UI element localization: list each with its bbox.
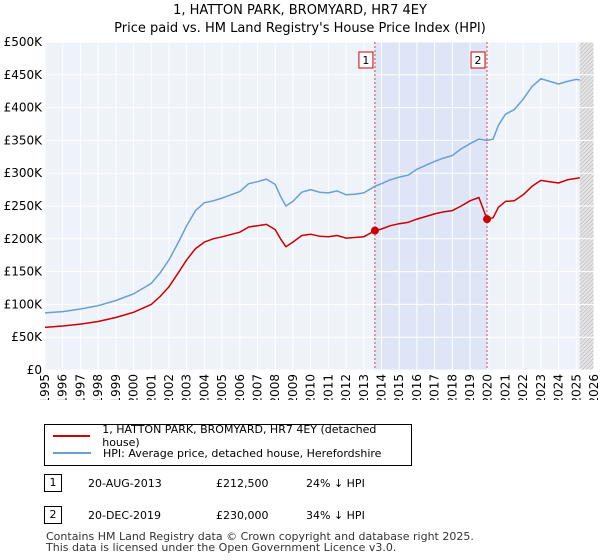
sale-point bbox=[370, 226, 379, 235]
x-tick-label: 2019 bbox=[463, 374, 477, 400]
transaction-hpi-diff: 34% ↓ HPI bbox=[306, 509, 365, 522]
projection-hatch bbox=[579, 301, 595, 317]
y-tick-label: £300K bbox=[4, 166, 44, 180]
x-tick-label: 2024 bbox=[552, 374, 566, 400]
footer-copyright: Contains HM Land Registry data © Crown c… bbox=[46, 530, 474, 543]
x-tick-label: 2017 bbox=[428, 374, 442, 400]
x-tick-label: 1998 bbox=[91, 374, 105, 400]
chart-title-line1: 1, HATTON PARK, BROMYARD, HR7 4EY bbox=[173, 3, 427, 18]
x-tick-label: 1997 bbox=[73, 374, 87, 400]
x-tick-label: 2008 bbox=[268, 374, 282, 400]
transaction-date: 20-DEC-2019 bbox=[88, 509, 162, 522]
x-tick-label: 1999 bbox=[109, 374, 123, 400]
x-tick-label: 2003 bbox=[180, 374, 194, 400]
x-tick-label: 2012 bbox=[339, 374, 353, 400]
y-tick-label: £50K bbox=[11, 330, 43, 344]
x-tick-label: 2009 bbox=[286, 374, 300, 400]
projection-hatch bbox=[579, 83, 595, 99]
sale-label-box bbox=[470, 51, 486, 69]
chart-title-line2: Price paid vs. HM Land Registry's House … bbox=[114, 21, 486, 36]
projection-hatch bbox=[593, 369, 595, 370]
projection-hatch bbox=[579, 91, 595, 107]
projection-hatch bbox=[579, 95, 595, 111]
legend-label-property: 1, HATTON PARK, BROMYARD, HR7 4EY (detac… bbox=[102, 423, 377, 449]
x-tick-label: 2002 bbox=[162, 374, 176, 400]
projection-hatch bbox=[579, 87, 595, 103]
x-tick-label: 2020 bbox=[481, 374, 495, 400]
y-tick-label: £150K bbox=[4, 265, 44, 279]
legend-item-hpi: HPI: Average price, detached house, Here… bbox=[53, 446, 381, 460]
x-tick-label: 2007 bbox=[251, 374, 265, 400]
transaction-marker-label: 2 bbox=[44, 506, 62, 524]
y-tick-label: £450K bbox=[4, 68, 44, 82]
sale-label-box bbox=[358, 51, 374, 69]
legend-item-property: 1, HATTON PARK, BROMYARD, HR7 4EY (detac… bbox=[53, 423, 411, 449]
y-tick-label: £500K bbox=[4, 35, 44, 49]
sale-label-text: 2 bbox=[475, 54, 482, 67]
y-tick-label: £400K bbox=[4, 101, 44, 115]
chart-legend: 1, HATTON PARK, BROMYARD, HR7 4EY (detac… bbox=[44, 423, 412, 466]
transaction-marker-label: 1 bbox=[44, 474, 62, 492]
y-tick-label: £200K bbox=[4, 232, 44, 246]
y-tick-label: £350K bbox=[4, 133, 44, 147]
x-tick-label: 1995 bbox=[38, 374, 52, 400]
x-tick-label: 2010 bbox=[304, 374, 318, 400]
x-tick-label: 2022 bbox=[516, 374, 530, 400]
projection-hatch bbox=[579, 313, 595, 329]
x-tick-label: 2006 bbox=[233, 374, 247, 400]
x-tick-label: 2018 bbox=[445, 374, 459, 400]
x-tick-label: 2026 bbox=[587, 374, 600, 400]
transaction-price: £230,000 bbox=[216, 509, 269, 522]
legend-swatch-property bbox=[53, 435, 91, 437]
sale-point bbox=[483, 215, 492, 224]
x-tick-label: 2025 bbox=[569, 374, 583, 400]
x-tick-label: 2016 bbox=[410, 374, 424, 400]
transaction-price: £212,500 bbox=[216, 477, 269, 490]
property-series-line bbox=[44, 177, 580, 329]
x-tick-label: 2005 bbox=[215, 374, 229, 400]
sale-label-text: 1 bbox=[362, 54, 369, 67]
x-tick-label: 2021 bbox=[498, 374, 512, 400]
legend-label-hpi: HPI: Average price, detached house, Here… bbox=[103, 446, 382, 460]
legend-swatch-hpi bbox=[53, 452, 91, 454]
x-tick-label: 2001 bbox=[144, 374, 158, 400]
transaction-date: 20-AUG-2013 bbox=[88, 477, 162, 490]
x-tick-label: 2000 bbox=[127, 374, 141, 400]
y-tick-label: £250K bbox=[4, 199, 44, 213]
x-tick-label: 2011 bbox=[321, 374, 335, 400]
projection-hatch bbox=[579, 305, 595, 321]
x-tick-label: 2023 bbox=[534, 374, 548, 400]
y-tick-label: £100K bbox=[4, 297, 44, 311]
x-tick-label: 2013 bbox=[357, 374, 371, 400]
projection-hatch bbox=[579, 309, 595, 325]
price-chart: £0 £50K £100K £150K £200K £250K £300K £350K £400… bbox=[4, 35, 600, 400]
transaction-hpi-diff: 24% ↓ HPI bbox=[306, 477, 365, 490]
x-tick-label: 2004 bbox=[197, 374, 211, 400]
x-tick-label: 2015 bbox=[392, 374, 406, 400]
footer-licence: This data is licensed under the Open Gov… bbox=[46, 541, 397, 554]
x-tick-label: 2014 bbox=[374, 374, 388, 400]
hpi-series-line bbox=[44, 77, 580, 314]
x-tick-label: 1996 bbox=[56, 374, 70, 400]
y-tick-label: £0 bbox=[27, 363, 42, 377]
